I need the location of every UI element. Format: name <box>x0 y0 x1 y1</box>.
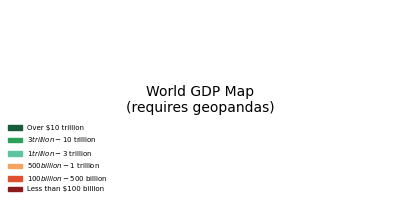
Legend: Over $10 trillion, $3 trillion - $10 trillion, $1 trillion - $3 trillion, $500 b: Over $10 trillion, $3 trillion - $10 tri… <box>5 122 111 195</box>
Text: World GDP Map
(requires geopandas): World GDP Map (requires geopandas) <box>126 85 274 115</box>
